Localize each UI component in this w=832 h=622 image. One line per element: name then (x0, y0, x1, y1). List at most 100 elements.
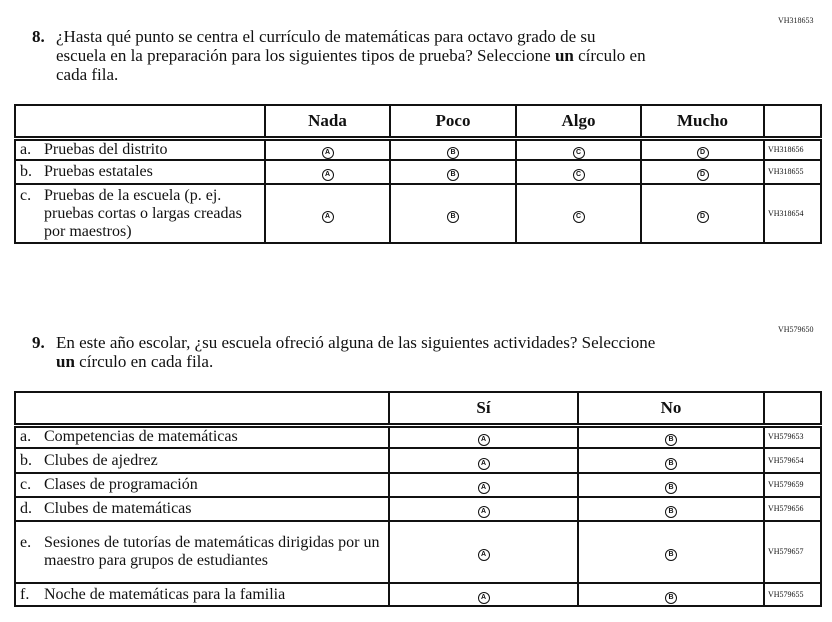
row-text: Clases de programación (44, 476, 198, 493)
row-label: d. Clubes de matemáticas (14, 496, 390, 522)
answer-bubble-b[interactable]: B (447, 210, 459, 223)
row-code: VH318655 (763, 159, 822, 185)
row-label: f. Noche de matemáticas para la familia (14, 582, 390, 607)
q9-table-row: e. Sesiones de tutorías de matemáticas di… (14, 520, 822, 584)
row-letter: b. (20, 451, 32, 469)
q8-text-2: escuela en la preparación para los sigui… (56, 46, 555, 65)
option-cell: D (640, 137, 765, 161)
row-code: VH579654 (763, 447, 822, 474)
option-cell: B (389, 137, 517, 161)
q8-text-2c: círculo en (573, 46, 646, 65)
answer-bubble-b[interactable]: B (665, 591, 677, 604)
row-text: Pruebas del distrito (44, 140, 168, 158)
answer-bubble-a[interactable]: A (477, 591, 490, 604)
answer-bubble-d[interactable]: D (696, 210, 709, 223)
answer-bubble-a[interactable]: A (477, 482, 490, 494)
q8-table-row: a. Pruebas del distrito A B C D VH318656 (14, 137, 822, 161)
row-code: VH318654 (763, 183, 822, 244)
row-letter: a. (20, 428, 32, 446)
q9-table-row: b. Clubes de ajedrez A B VH579654 (14, 447, 822, 474)
option-cell: C (515, 137, 642, 161)
answer-bubble-b[interactable]: B (447, 146, 459, 159)
option-cell: A (388, 424, 579, 449)
answer-bubble-b[interactable]: B (665, 434, 677, 447)
option-cell: B (577, 424, 765, 449)
answer-bubble-b[interactable]: B (665, 457, 677, 470)
option-cell: B (389, 159, 517, 185)
answer-bubble-c[interactable]: C (572, 169, 585, 181)
q9-col-si: Sí (388, 391, 579, 428)
q8-header-row: Nada Poco Algo Mucho (14, 104, 822, 141)
answer-bubble-b[interactable]: B (447, 169, 459, 181)
row-label: a. Pruebas del distrito (14, 137, 266, 161)
answer-bubble-b[interactable]: B (665, 549, 677, 561)
row-text: Clubes de ajedrez (44, 451, 158, 469)
q9-table-row: c. Clases de programación A B VH579659 (14, 472, 822, 498)
option-cell: D (640, 183, 765, 244)
row-text: Clubes de matemáticas (44, 500, 192, 517)
row-label: c. Pruebas de la escuela (p. ej. pruebas … (14, 183, 266, 244)
option-cell: A (264, 183, 391, 244)
option-cell: A (388, 447, 579, 474)
q9-table-row: f. Noche de matemáticas para la familia A B… (14, 582, 822, 607)
q8-text-un: un (554, 46, 574, 65)
row-text: Competencias de matemáticas (44, 428, 238, 446)
answer-bubble-a[interactable]: A (321, 146, 334, 159)
q8-text-1: ¿Hasta qué punto se centra el currículo … (56, 27, 596, 46)
option-cell: A (388, 496, 579, 522)
q8-header-blank (14, 104, 266, 141)
answer-bubble-b[interactable]: B (665, 482, 677, 494)
answer-bubble-c[interactable]: C (572, 210, 585, 223)
row-code: VH579657 (763, 520, 822, 584)
option-cell: D (640, 159, 765, 185)
row-text: Noche de matemáticas para la familia (44, 585, 286, 603)
answer-bubble-b[interactable]: B (665, 506, 677, 518)
row-letter: f. (20, 585, 30, 603)
option-cell: B (389, 183, 517, 244)
option-cell: A (264, 159, 391, 185)
row-label: b. Clubes de ajedrez (14, 447, 390, 474)
q9-code: VH579650 (778, 325, 814, 334)
q8-col-algo: Algo (515, 104, 642, 141)
q9-table-row: d. Clubes de matemáticas A B VH579656 (14, 496, 822, 522)
q8-col-nada: Nada (264, 104, 391, 141)
q8-table-row: b. Pruebas estatales A B C D VH318655 (14, 159, 822, 185)
q9-number: 9. (32, 333, 45, 352)
row-code: VH579656 (763, 496, 822, 522)
option-cell: B (577, 447, 765, 474)
q8-col-mucho: Mucho (640, 104, 765, 141)
q9-header-code (763, 391, 822, 428)
q8-code: VH318653 (778, 16, 814, 25)
row-label: e. Sesiones de tutorías de matemáticas di… (14, 520, 390, 584)
row-code: VH318656 (763, 137, 822, 161)
answer-bubble-a[interactable]: A (477, 457, 490, 470)
q8-table-row: c. Pruebas de la escuela (p. ej. pruebas … (14, 183, 822, 244)
q8-table: Nada Poco Algo Mucho a. Pruebas del distr… (14, 104, 822, 244)
option-cell: A (388, 582, 579, 607)
answer-bubble-d[interactable]: D (696, 169, 709, 181)
answer-bubble-a[interactable]: A (477, 434, 490, 447)
row-code: VH579659 (763, 472, 822, 498)
answer-bubble-c[interactable]: C (572, 146, 585, 159)
option-cell: A (264, 137, 391, 161)
q9-table-row: a. Competencias de matemáticas A B VH579653 (14, 424, 822, 449)
q8-col-poco: Poco (389, 104, 517, 141)
row-letter: c. (20, 476, 32, 493)
q8-number: 8. (32, 27, 45, 46)
answer-bubble-a[interactable]: A (477, 549, 490, 561)
answer-bubble-d[interactable]: D (696, 146, 709, 159)
row-text: Pruebas de la escuela (p. ej. pruebas co… (44, 186, 242, 240)
row-code: VH579655 (763, 582, 822, 607)
answer-bubble-a[interactable]: A (477, 506, 490, 518)
option-cell: A (388, 472, 579, 498)
row-letter: c. (20, 186, 32, 204)
row-letter: d. (20, 500, 32, 517)
row-label: a. Competencias de matemáticas (14, 424, 390, 449)
row-text: Sesiones de tutorías de matemáticas diri… (44, 534, 380, 569)
answer-bubble-a[interactable]: A (321, 169, 334, 181)
q9-question: 9. En este año escolar, ¿su escuela ofrec… (32, 333, 732, 371)
q9-header-blank (14, 391, 390, 428)
option-cell: C (515, 183, 642, 244)
answer-bubble-a[interactable]: A (321, 210, 334, 223)
q8-header-code (763, 104, 822, 141)
